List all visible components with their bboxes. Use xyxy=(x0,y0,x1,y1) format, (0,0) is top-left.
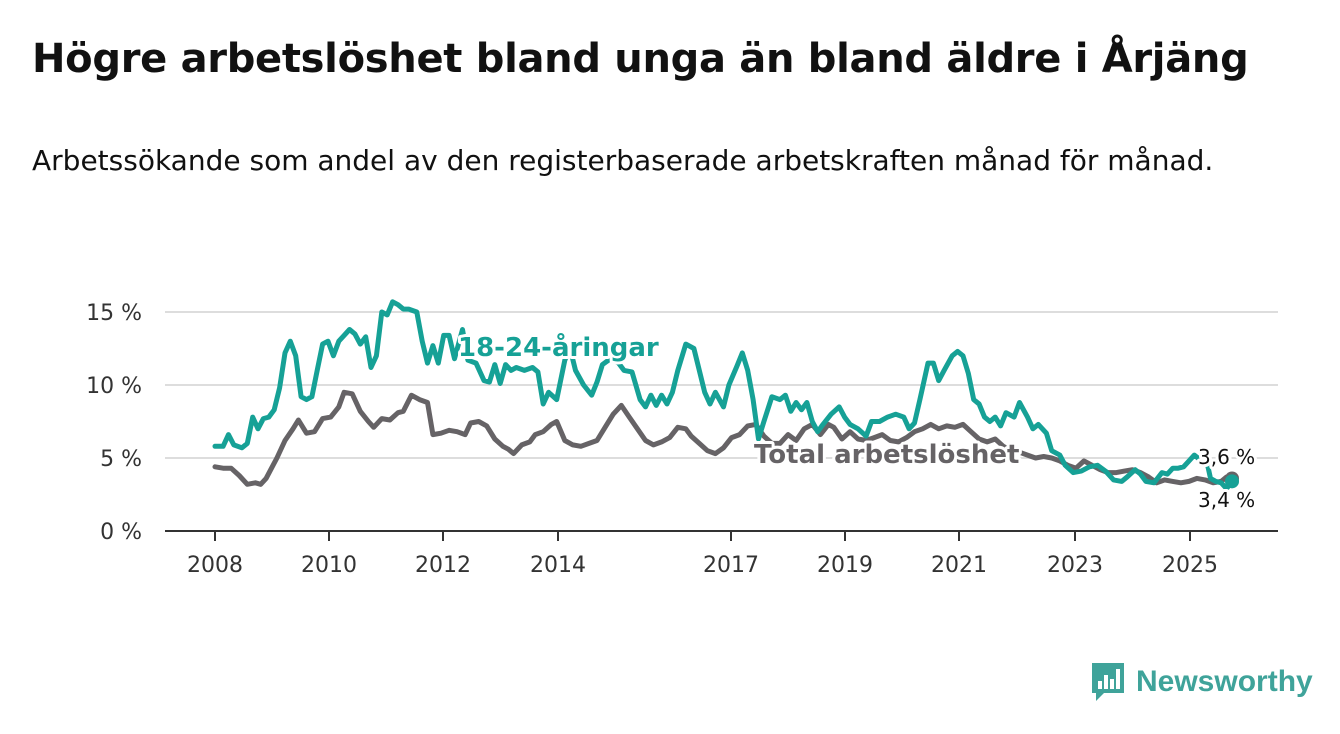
series-label-youth: 18-24-åringar xyxy=(458,331,659,363)
bar-chart-logo-icon xyxy=(1092,663,1124,701)
chart-subtitle: Arbetssökande som andel av den registerb… xyxy=(32,144,1214,177)
x-tick-label: 2021 xyxy=(931,553,987,578)
x-tick-label: 2012 xyxy=(415,553,471,578)
y-tick-label: 10 % xyxy=(86,374,142,399)
y-axis: 0 % 5 % 10 % 15 % xyxy=(86,301,142,545)
x-tick-label: 2025 xyxy=(1162,553,1218,578)
grid-lines xyxy=(165,311,1278,459)
y-tick-label: 0 % xyxy=(100,520,142,545)
series-labels: 18-24-åringar Total arbetslöshet 3,6 % 3,4 … xyxy=(455,328,1258,515)
series-end-dot-youth xyxy=(1225,474,1239,489)
x-tick-label: 2008 xyxy=(187,553,243,578)
end-value-label-total: 3,6 % xyxy=(1198,445,1255,469)
series-label-total: Total arbetslöshet xyxy=(754,440,1019,470)
x-axis: 2008 2010 2012 2014 2017 2019 2021 2023 2025 xyxy=(165,530,1278,578)
brand-name: Newsworthy xyxy=(1136,665,1313,698)
y-tick-label: 5 % xyxy=(100,447,142,472)
series-group xyxy=(212,299,1239,492)
chart-title: Högre arbetslöshet bland unga än bland ä… xyxy=(32,36,1249,82)
x-tick-label: 2014 xyxy=(530,553,586,578)
series-line-total xyxy=(212,389,1235,487)
series-line-youth xyxy=(212,299,1235,492)
y-tick-label: 15 % xyxy=(86,301,142,326)
x-tick-label: 2017 xyxy=(703,553,759,578)
x-tick-label: 2023 xyxy=(1047,553,1103,578)
x-tick-label: 2019 xyxy=(817,553,873,578)
brand-logo[interactable]: Newsworthy xyxy=(1090,660,1313,704)
x-tick-label: 2010 xyxy=(301,553,357,578)
line-chart: 2008 2010 2012 2014 2017 2019 2021 2023 2025 0 %… xyxy=(86,299,1278,578)
end-value-label-youth: 3,4 % xyxy=(1198,488,1255,512)
